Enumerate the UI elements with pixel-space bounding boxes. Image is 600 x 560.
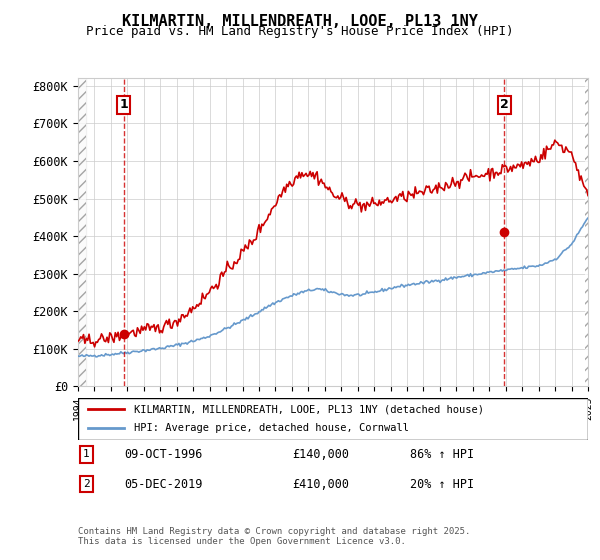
Text: 2: 2: [500, 98, 509, 111]
Text: 86% ↑ HPI: 86% ↑ HPI: [409, 448, 473, 461]
Bar: [78, 78, 86, 386]
Text: 1: 1: [119, 98, 128, 111]
Text: 09-OCT-1996: 09-OCT-1996: [124, 448, 202, 461]
Text: £140,000: £140,000: [292, 448, 349, 461]
Text: £410,000: £410,000: [292, 478, 349, 491]
Text: 20% ↑ HPI: 20% ↑ HPI: [409, 478, 473, 491]
FancyBboxPatch shape: [78, 398, 588, 440]
Bar: [585, 78, 590, 386]
Text: HPI: Average price, detached house, Cornwall: HPI: Average price, detached house, Corn…: [134, 423, 409, 433]
Text: Price paid vs. HM Land Registry's House Price Index (HPI): Price paid vs. HM Land Registry's House …: [86, 25, 514, 38]
Text: KILMARTIN, MILLENDREATH, LOOE, PL13 1NY (detached house): KILMARTIN, MILLENDREATH, LOOE, PL13 1NY …: [134, 404, 484, 414]
Text: 2: 2: [83, 479, 90, 489]
Text: 1: 1: [83, 450, 90, 460]
Text: 05-DEC-2019: 05-DEC-2019: [124, 478, 202, 491]
Bar: [78, 78, 86, 386]
Text: Contains HM Land Registry data © Crown copyright and database right 2025.
This d: Contains HM Land Registry data © Crown c…: [78, 526, 470, 546]
Text: KILMARTIN, MILLENDREATH, LOOE, PL13 1NY: KILMARTIN, MILLENDREATH, LOOE, PL13 1NY: [122, 14, 478, 29]
